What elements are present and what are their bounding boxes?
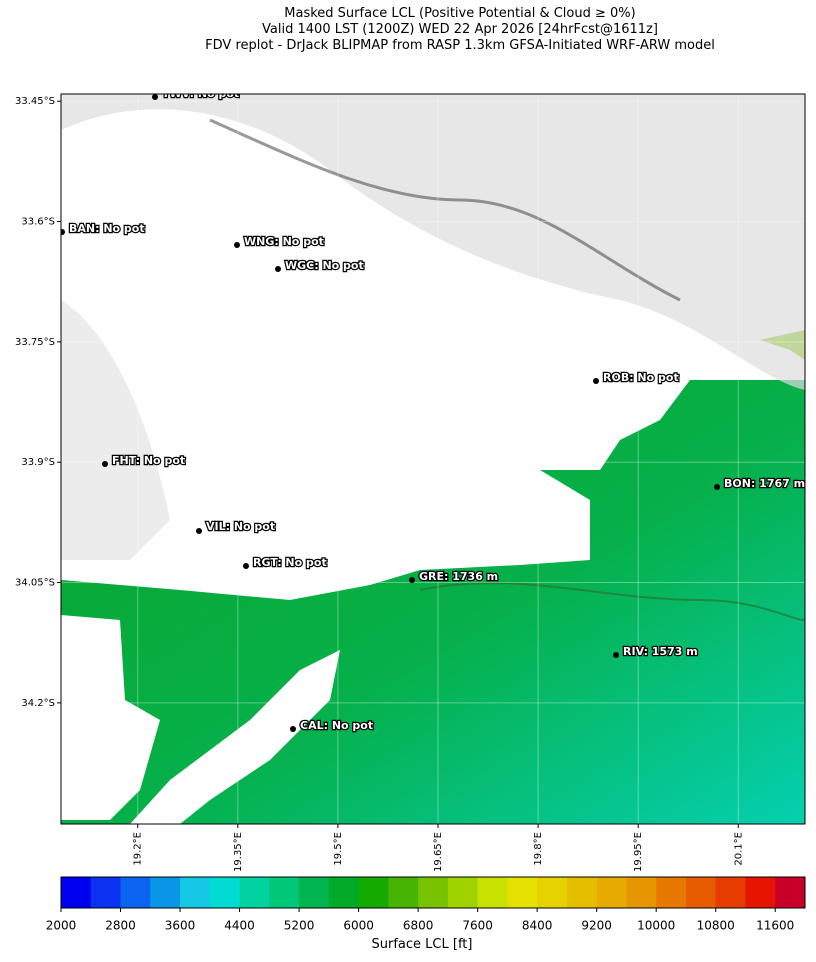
x-tick-label: 19.35°E xyxy=(233,832,244,872)
station-dot xyxy=(196,528,202,534)
station-label: CAL: No pot xyxy=(300,719,373,732)
colorbar-swatch xyxy=(150,877,181,908)
masked-area xyxy=(130,650,340,824)
y-tick-label: 34.05°S xyxy=(15,578,55,589)
station-dot xyxy=(234,242,240,248)
colorbar-swatch xyxy=(745,877,776,908)
title-line: Masked Surface LCL (Positive Potential &… xyxy=(284,6,635,21)
colorbar-swatch xyxy=(239,877,270,908)
station-label: RIV: 1573 m xyxy=(623,645,698,658)
station-label: GRE: 1736 m xyxy=(419,570,498,583)
colorbar-tick-label: 8400 xyxy=(522,919,553,933)
station-label: TWV: No pot xyxy=(162,87,239,100)
y-tick-label: 33.9°S xyxy=(21,457,55,468)
colorbar-swatch xyxy=(537,877,568,908)
terrain xyxy=(61,94,805,390)
colorbar-swatch xyxy=(388,877,419,908)
colorbar-label: Surface LCL [ft] xyxy=(372,937,473,952)
station-dot xyxy=(290,726,296,732)
colorbar-swatch xyxy=(209,877,241,908)
x-tick-label: 19.95°E xyxy=(633,832,644,872)
masked-area xyxy=(61,615,160,820)
colorbar-tick-label: 10000 xyxy=(637,919,675,933)
x-tick-label: 19.2°E xyxy=(133,832,144,866)
station-label: WNG: No pot xyxy=(244,235,324,248)
colorbar-swatch xyxy=(120,877,151,908)
colorbar-swatch xyxy=(656,877,687,908)
colorbar-tick-label: 10800 xyxy=(697,919,735,933)
station-dot xyxy=(152,94,158,100)
colorbar-swatch xyxy=(447,877,479,908)
colorbar-swatch xyxy=(715,877,746,908)
colorbar-frame xyxy=(60,876,806,909)
station-dot xyxy=(61,229,65,235)
colorbar-swatch xyxy=(269,877,300,908)
map-body: TWV: No pot BAN: No pot WNG: No pot WGC:… xyxy=(61,87,805,824)
colorbar-tick-label: 6800 xyxy=(403,919,434,933)
station-label: VIL: No pot xyxy=(206,520,275,533)
x-tick-label: 20.1°E xyxy=(733,832,744,866)
y-tick-label: 34.2°S xyxy=(21,698,55,709)
title-line: Valid 1400 LST (1200Z) WED 22 Apr 2026 [… xyxy=(262,22,658,37)
station-label: FHT: No pot xyxy=(112,454,185,467)
colorbar-tick-label: 6000 xyxy=(343,919,374,933)
colorbar-tick-label: 2800 xyxy=(105,919,136,933)
colorbar-tick-label: 11600 xyxy=(756,919,794,933)
station-label: BAN: No pot xyxy=(69,222,145,235)
colorbar-swatch xyxy=(775,877,806,908)
colorbar-swatch xyxy=(596,877,627,908)
colorbar-tick-label: 3600 xyxy=(165,919,196,933)
colorbar-swatch xyxy=(299,877,330,908)
colorbar-swatch xyxy=(685,877,717,908)
colorbar-tick-label: 9200 xyxy=(581,919,612,933)
colorbar-tick-label: 2000 xyxy=(46,919,77,933)
lcl-field xyxy=(61,380,805,824)
map-frame xyxy=(60,93,806,825)
y-tick-label: 33.6°S xyxy=(21,217,55,228)
station-dot xyxy=(243,563,249,569)
x-tick-label: 19.8°E xyxy=(533,832,544,866)
colorbar-tick-label: 4400 xyxy=(224,919,255,933)
colorbar-swatch xyxy=(358,877,389,908)
y-tick-label: 33.45°S xyxy=(15,96,55,107)
colorbar-swatch xyxy=(566,877,598,908)
station-dot xyxy=(102,461,108,467)
station-dot xyxy=(409,577,415,583)
colorbar-swatch xyxy=(180,877,211,908)
colorbar-swatch xyxy=(90,877,122,908)
station-dot xyxy=(275,266,281,272)
contour xyxy=(419,582,805,621)
colorbar-swatch xyxy=(477,877,508,908)
colorbar-swatch xyxy=(507,877,538,908)
terrain xyxy=(61,300,170,560)
y-tick-label: 33.75°S xyxy=(15,337,55,348)
colorbar-swatch xyxy=(626,877,657,908)
x-tick-label: 19.5°E xyxy=(333,832,344,866)
colorbar-swatch xyxy=(418,877,449,908)
station-dot xyxy=(593,378,599,384)
station-label: ROB: No pot xyxy=(603,371,679,384)
title-line: FDV replot - DrJack BLIPMAP from RASP 1.… xyxy=(205,38,715,53)
colorbar-tick-label: 7600 xyxy=(462,919,493,933)
station-dot xyxy=(613,652,619,658)
x-tick-label: 19.65°E xyxy=(433,832,444,872)
station-label: WGC: No pot xyxy=(285,259,364,272)
station-label: BON: 1767 m xyxy=(724,477,805,490)
contour xyxy=(209,118,681,302)
colorbar-tick-label: 5200 xyxy=(284,919,315,933)
station-label: RGT: No pot xyxy=(253,556,327,569)
station-dot xyxy=(714,484,720,490)
colorbar-swatch xyxy=(328,877,360,908)
colorbar-swatch xyxy=(61,877,92,908)
